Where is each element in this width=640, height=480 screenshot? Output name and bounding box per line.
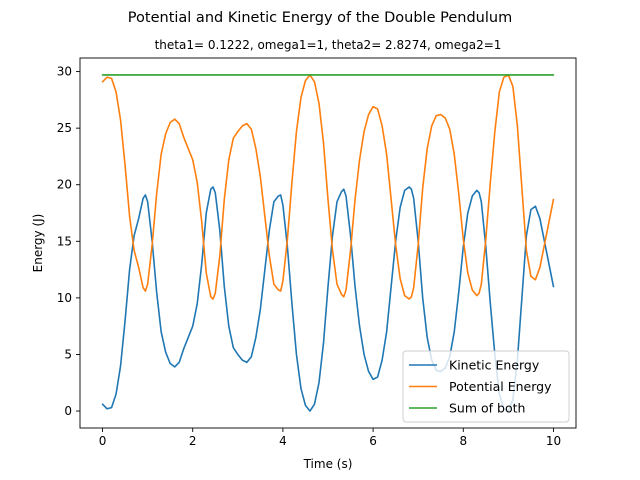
series-layer — [101, 74, 555, 412]
legend-label-kinetic-energy: Kinetic Energy — [449, 358, 540, 373]
y-tick-label: 0 — [64, 404, 72, 418]
legend: Kinetic Energy Potential Energy Sum of bot… — [402, 350, 570, 423]
y-axis-ticks: 0 5 10 15 20 25 30 — [57, 65, 80, 418]
plot-area: 0 2 4 6 8 10 0 5 10 15 20 25 30 — [57, 57, 577, 448]
y-axis-label: Energy (J) — [31, 214, 45, 273]
x-tick-label: 4 — [279, 434, 287, 448]
y-tick-label: 25 — [57, 121, 72, 135]
axes-frame — [79, 57, 577, 429]
x-axis-ticks: 0 2 4 6 8 10 — [99, 428, 561, 448]
x-tick-label: 8 — [459, 434, 467, 448]
x-tick-label: 0 — [99, 434, 107, 448]
chart-title: Potential and Kinetic Energy of the Doub… — [128, 10, 512, 26]
chart-subtitle: theta1= 0.1222, omega1=1, theta2= 2.8274… — [155, 38, 502, 52]
y-tick-label: 5 — [64, 347, 72, 361]
series-line-kinetic-energy — [101, 186, 555, 412]
series-line-potential-energy — [101, 74, 555, 300]
legend-label-sum-of-both: Sum of both — [449, 401, 525, 416]
legend-label-potential-energy: Potential Energy — [449, 379, 552, 394]
x-tick-label: 2 — [189, 434, 197, 448]
y-tick-label: 30 — [57, 65, 72, 79]
y-tick-label: 15 — [57, 234, 72, 248]
y-tick-label: 20 — [57, 178, 72, 192]
legend-box — [402, 350, 570, 423]
y-tick-label: 10 — [57, 291, 72, 305]
x-axis-label: Time (s) — [303, 457, 353, 471]
x-tick-label: 6 — [369, 434, 377, 448]
x-tick-label: 10 — [546, 434, 561, 448]
